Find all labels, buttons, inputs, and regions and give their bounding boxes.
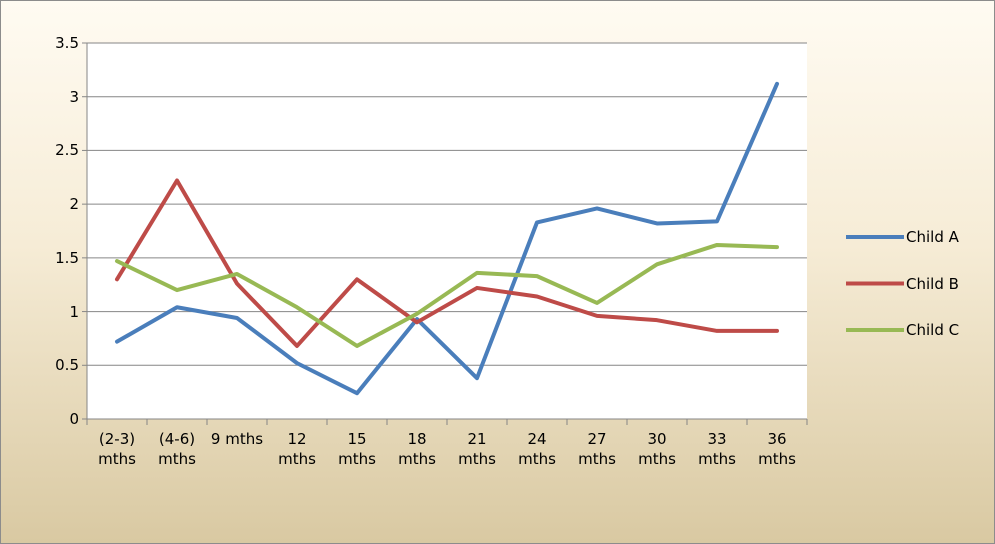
x-tick-label: 21 mths bbox=[458, 430, 496, 468]
y-tick-label: 0.5 bbox=[55, 356, 79, 375]
x-tick-label: 24 mths bbox=[518, 430, 556, 468]
y-tick-label: 3 bbox=[69, 87, 79, 106]
y-tick-label: 2 bbox=[69, 195, 79, 214]
x-tick-label: 30 mths bbox=[638, 430, 676, 468]
series-line bbox=[115, 178, 779, 348]
x-tick-label: 9 mths bbox=[210, 430, 264, 448]
x-tick-label: 33 mths bbox=[698, 430, 736, 468]
legend-label: Child B bbox=[906, 274, 959, 293]
x-tick-label: 15 mths bbox=[338, 430, 376, 468]
y-tick-label: 3.5 bbox=[55, 34, 79, 52]
x-tick-label: (2-3) mths bbox=[98, 430, 136, 468]
legend-label: Child C bbox=[906, 321, 960, 339]
legend-label: Child A bbox=[906, 228, 959, 246]
x-tick-label: 12 mths bbox=[278, 430, 316, 468]
x-tick-label: 36 mths bbox=[758, 430, 796, 468]
x-tick-label: 18 mths bbox=[398, 430, 436, 468]
y-tick-label: 0 bbox=[69, 410, 79, 428]
series-line bbox=[115, 242, 779, 348]
y-tick-label: 1 bbox=[69, 302, 79, 321]
x-tick-label: 27 mths bbox=[578, 430, 616, 468]
y-tick-label: 2.5 bbox=[55, 141, 79, 160]
y-tick-label: 1.5 bbox=[55, 248, 79, 267]
x-tick-label: (4-6) mths bbox=[158, 430, 196, 468]
plot-area bbox=[87, 43, 807, 419]
series-line bbox=[115, 81, 779, 396]
